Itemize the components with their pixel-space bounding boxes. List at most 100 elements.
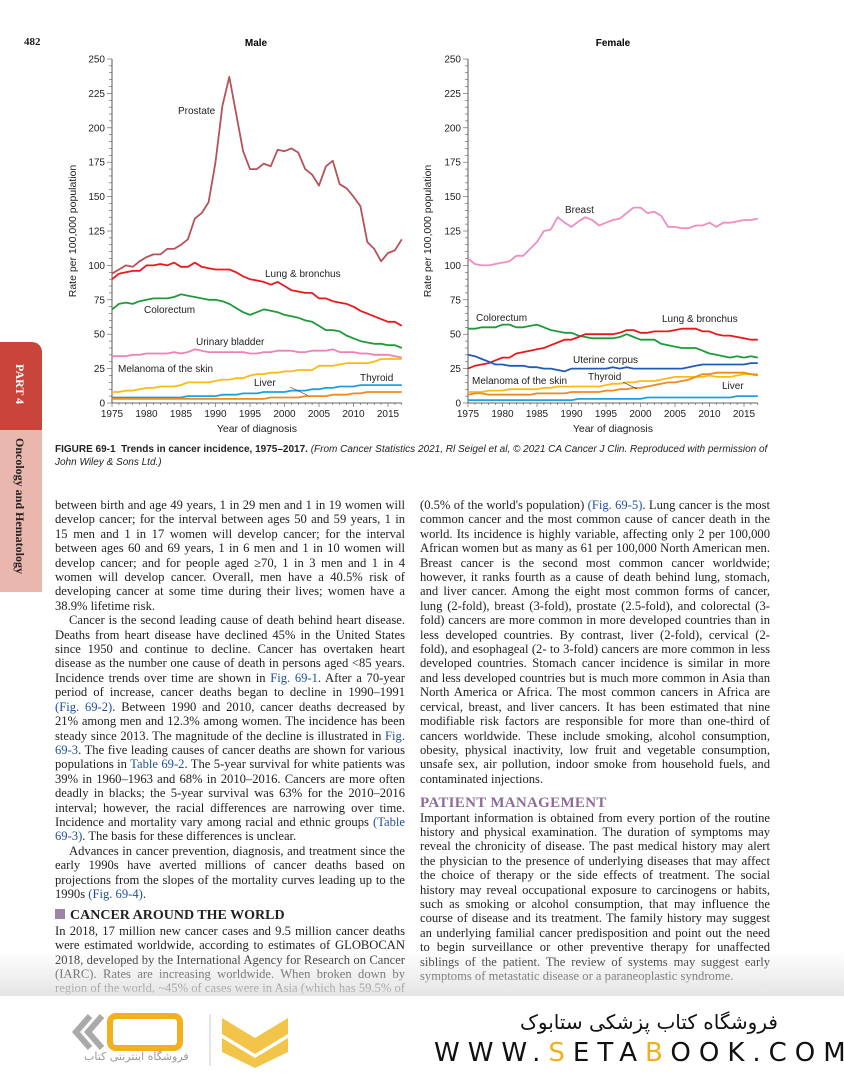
- chart-title: Male: [245, 38, 268, 49]
- x-tick-label: 2010: [698, 409, 721, 420]
- series-line-colorectum: [468, 323, 758, 359]
- y-tick-label: 175: [444, 158, 461, 169]
- page-fade: [0, 950, 844, 998]
- text-run: . The 5-year survival for white patients…: [55, 757, 405, 829]
- cross-reference-link[interactable]: Table 69-2: [130, 757, 185, 772]
- watermark-footer: فروشگاه اینترنتی کتاب فروشگاه کتاب پزشکی…: [0, 996, 844, 1080]
- text-run: . The basis for these differences is unc…: [82, 829, 297, 844]
- series-label: Melanoma of the skin: [472, 376, 567, 387]
- series-label: Melanoma of the skin: [118, 364, 213, 375]
- text-run: . Lung cancer is the most common cancer …: [420, 498, 770, 786]
- y-tick-label: 100: [88, 261, 105, 272]
- male-incidence-chart: Male 0 25 50 75 100 125 150 175 200 225 250 1975 1980…: [67, 38, 403, 435]
- series-line-urinary-bladder: [112, 348, 402, 359]
- y-axis-label: Rate per 100,000 population: [422, 165, 434, 298]
- y-tick-label: 150: [88, 192, 105, 203]
- section-heading: CANCER AROUND THE WORLD: [55, 909, 405, 923]
- series-line-lung-bronchus: [111, 261, 403, 327]
- y-tick-label: 225: [444, 89, 461, 100]
- paragraph: between birth and age 49 years, 1 in 29 …: [55, 498, 405, 613]
- series-label: Uterine corpus: [573, 355, 638, 366]
- series-label: Lung & bronchus: [265, 269, 341, 280]
- y-tick-label: 150: [444, 192, 461, 203]
- y-tick-label: 125: [88, 227, 105, 238]
- series-line-melanoma-of-the-skin: [468, 373, 758, 393]
- x-tick-label: 2005: [308, 409, 331, 420]
- x-tick-label: 2000: [273, 409, 296, 420]
- x-tick-label: 2010: [342, 409, 365, 420]
- series-label: Prostate: [178, 106, 216, 117]
- figure-label: FIGURE 69-1: [55, 444, 116, 455]
- series-line-lung-bronchus: [467, 327, 758, 370]
- x-tick-label: 1995: [595, 409, 618, 420]
- x-tick-label: 1990: [560, 409, 583, 420]
- text-run: . The five leading causes of cancer deat…: [55, 742, 405, 772]
- text-run: Advances in cancer prevention, diagnosis…: [55, 843, 405, 901]
- label-leader-line: [622, 381, 638, 390]
- y-tick-label: 200: [444, 123, 461, 134]
- cross-reference-link[interactable]: (Fig. 69-5): [587, 498, 643, 512]
- page-number: 482: [24, 36, 41, 48]
- figure-title: Trends in cancer incidence, 1975–2017.: [121, 444, 308, 455]
- left-text-column: between birth and age 49 years, 1 in 29 …: [55, 498, 405, 1025]
- x-axis-label: Year of diagnosis: [573, 423, 653, 435]
- series-label: Liver: [722, 381, 744, 392]
- series-line-thyroid: [467, 371, 758, 396]
- y-tick-label: 50: [94, 330, 106, 341]
- x-tick-label: 1985: [526, 409, 549, 420]
- setabook-logo: [72, 1013, 288, 1068]
- x-tick-label: 1995: [239, 409, 262, 420]
- y-tick-label: 25: [94, 364, 106, 375]
- store-name: فروشگاه کتاب پزشکی ستابوک: [520, 1010, 778, 1034]
- cross-reference-link[interactable]: (Fig. 69-4): [88, 886, 143, 901]
- text-run: between birth and age 49 years, 1 in 29 …: [55, 498, 405, 613]
- series-line-colorectum: [111, 293, 403, 349]
- series-label: Liver: [254, 378, 276, 389]
- series-label: Urinary bladder: [196, 337, 265, 348]
- url-part: WWW.: [434, 1038, 549, 1068]
- y-tick-label: 125: [444, 227, 461, 238]
- cross-reference-link[interactable]: Fig. 69-1: [270, 670, 318, 685]
- cross-reference-link[interactable]: Fig. 69-3: [55, 728, 405, 757]
- chart-title: Female: [596, 38, 631, 49]
- cross-reference-link[interactable]: (Table 69-3): [55, 814, 405, 844]
- y-tick-label: 250: [444, 55, 461, 66]
- url-part: ETA: [572, 1038, 645, 1068]
- series-label: Colorectum: [144, 305, 195, 316]
- paragraph: Advances in cancer prevention, diagnosis…: [55, 844, 405, 902]
- y-tick-label: 250: [88, 55, 105, 66]
- part-tab: PART 4: [0, 342, 42, 430]
- x-tick-label: 1980: [135, 409, 158, 420]
- text-run: (0.5% of the world's population): [420, 498, 588, 512]
- series-line-liver: [468, 395, 758, 402]
- paragraph: (0.5% of the world's population) (Fig. 6…: [420, 498, 770, 786]
- paragraph: Cancer is the second leading cause of de…: [55, 613, 405, 844]
- y-tick-label: 0: [455, 399, 461, 410]
- y-tick-label: 75: [94, 295, 106, 306]
- y-tick-label: 100: [444, 261, 461, 272]
- y-tick-label: 175: [88, 158, 105, 169]
- figure-credit: (From Cancer Statistics 2021, Rl Seigel …: [55, 444, 768, 468]
- cross-reference-link[interactable]: (Fig. 69-2): [55, 699, 113, 714]
- y-tick-label: 225: [88, 89, 105, 100]
- heading-text: CANCER AROUND THE WORLD: [70, 908, 285, 924]
- text-run: .: [142, 886, 146, 901]
- x-tick-label: 2005: [664, 409, 687, 420]
- x-tick-label: 2015: [733, 409, 756, 420]
- x-tick-label: 1990: [204, 409, 227, 420]
- y-tick-label: 25: [450, 364, 462, 375]
- url-part: OOK.COM: [670, 1038, 844, 1068]
- y-axis-label: Rate per 100,000 population: [67, 165, 79, 298]
- text-run: . Between 1990 and 2010, cancer deaths d…: [55, 699, 405, 743]
- y-tick-label: 50: [450, 330, 462, 341]
- x-tick-label: 2015: [377, 409, 400, 420]
- female-incidence-chart: Female 0 25 50 75 100 125 150 175 200 225 250 1975 19…: [422, 38, 759, 435]
- section-label: Oncology and Hematology: [13, 438, 27, 575]
- series-line-liver: [112, 384, 402, 399]
- url-part: S: [548, 1038, 573, 1068]
- series-line-thyroid: [112, 391, 402, 400]
- series-label: Thyroid: [360, 373, 393, 384]
- store-url: WWW.SETABOOK.COM: [434, 1038, 844, 1068]
- series-line-uterine-corpus: [467, 353, 758, 373]
